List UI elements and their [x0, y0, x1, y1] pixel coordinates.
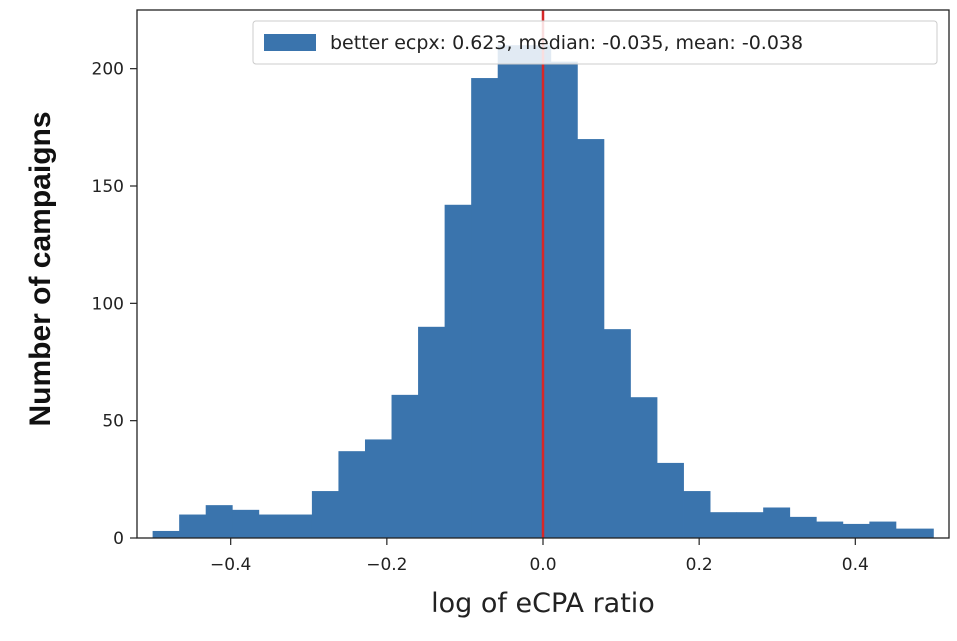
x-tick-label: −0.4: [210, 555, 251, 575]
histogram-bar: [842, 523, 870, 538]
histogram-bar: [869, 521, 897, 538]
histogram-bars: [152, 45, 934, 539]
histogram-bar: [364, 439, 392, 538]
histogram-bar: [391, 394, 419, 538]
y-tick-label: 0: [113, 529, 124, 549]
histogram-bar: [232, 509, 260, 538]
histogram-bar: [471, 78, 499, 538]
histogram-bar: [152, 530, 180, 538]
y-axis-label: Number of campaigns: [24, 111, 57, 426]
histogram-bar: [603, 329, 631, 538]
histogram-bar: [577, 139, 605, 539]
histogram-bar: [497, 45, 525, 538]
histogram-bar: [736, 512, 764, 538]
x-tick-label: 0.4: [842, 555, 869, 575]
y-tick-label: 200: [92, 60, 124, 80]
legend-swatch: [264, 34, 316, 51]
y-tick-label: 150: [92, 177, 124, 197]
histogram-bar: [789, 516, 817, 538]
histogram-bar: [338, 451, 366, 538]
x-tick-label: 0.0: [529, 555, 556, 575]
histogram-bar: [258, 514, 286, 538]
legend: better ecpx: 0.623, median: -0.035, mean…: [252, 20, 938, 65]
y-tick-label: 100: [92, 294, 124, 314]
legend-box: [252, 20, 938, 65]
x-axis-label: log of eCPA ratio: [431, 588, 655, 619]
x-tick-label: 0.2: [686, 555, 713, 575]
histogram-bar: [550, 61, 578, 538]
y-axis-ticks: 0 50 100 150 200: [92, 60, 137, 549]
histogram-bar: [179, 514, 207, 538]
histogram-bar: [656, 462, 684, 538]
histogram-bar: [895, 528, 934, 538]
histogram-bar: [524, 45, 552, 538]
legend-label: better ecpx: 0.623, median: -0.035, mean…: [330, 32, 803, 54]
histogram-bar: [763, 507, 791, 538]
histogram-bar: [683, 491, 711, 538]
x-axis-ticks: −0.4 −0.2 0.0 0.2 0.4: [210, 538, 869, 575]
histogram-bar: [418, 326, 446, 538]
x-tick-label: −0.2: [366, 555, 407, 575]
histogram-bar: [205, 505, 233, 538]
histogram-bar: [816, 521, 844, 538]
histogram-bar: [630, 397, 658, 538]
histogram-bar: [444, 204, 472, 539]
y-tick-label: 50: [102, 412, 124, 432]
histogram-bar: [285, 514, 313, 538]
histogram-bar: [710, 512, 738, 538]
histogram-bar: [311, 491, 339, 538]
